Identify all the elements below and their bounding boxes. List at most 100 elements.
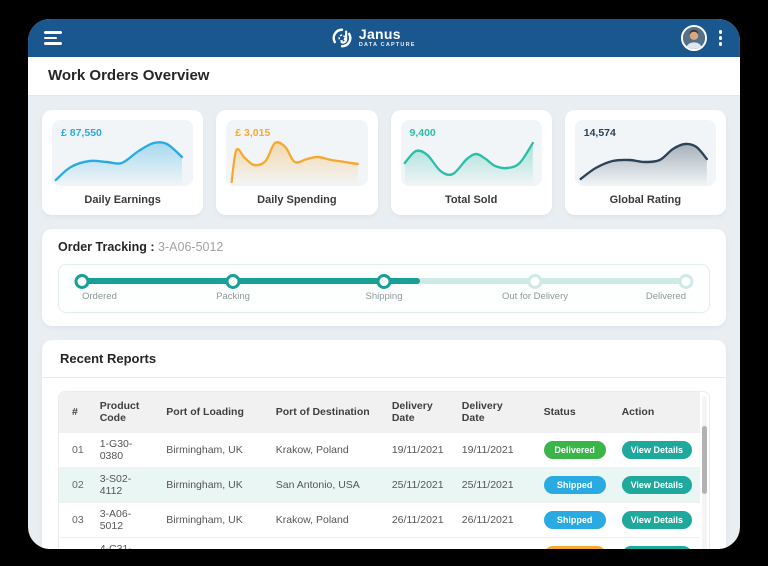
column-header: Product Code [91,392,159,433]
port-of-loading: Birmingham, UK [158,432,268,468]
column-header: Action [613,392,700,433]
view-details-button[interactable]: View Details [621,476,692,494]
port-of-destination: Krakow, Poland [267,432,384,468]
stat-card: 9,400 Total Sold [390,110,552,215]
stat-sparkline-panel: 9,400 [400,120,542,186]
column-header: Port of Loading [158,392,268,433]
row-number: 03 [59,502,92,538]
sparkline-chart [230,141,360,186]
view-details-button[interactable]: View Details [621,511,692,529]
column-header: Status [535,392,614,433]
stat-card: £ 3,015 Daily Spending [216,110,378,215]
step-dot-delivered [678,273,694,289]
stats-row: £ 87,550 Daily Earnings £ 3,015 Daily Sp… [42,110,726,215]
page-header: Work Orders Overview [28,57,740,96]
port-of-destination: Krakow, Poland [267,502,384,538]
port-of-loading: Birmingham, UK [158,537,268,549]
step-label: Delivered [645,291,686,302]
avatar-photo [682,27,705,49]
progress-track: Ordered Packing Shipping Out for Delivery De… [74,273,694,302]
stat-value: 14,574 [583,127,616,139]
hamburger-menu-icon[interactable] [44,31,66,45]
stat-label: Daily Earnings [84,194,161,206]
step-dot-ordered [74,273,90,289]
product-code: 3-A06-5012 [91,502,159,538]
order-tracking-code: 3-A06-5012 [158,240,224,254]
port-of-destination: San Antonio, USA [267,467,384,503]
column-header: Delivery Date [383,392,454,433]
order-tracking-title: Order Tracking : [58,240,155,254]
stat-sparkline-panel: 14,574 [574,120,716,186]
delivery-date-1: 25/11/2021 [383,467,454,503]
stat-value: £ 87,550 [61,127,102,139]
row-number: 02 [59,467,92,503]
port-of-loading: Birmingham, UK [158,467,268,503]
janus-logo-icon [332,28,352,48]
order-tracking-card: Order Tracking : 3-A06-5012 Ordered Packi… [42,229,726,326]
delivery-date-2: 01/12/2021 [453,537,536,549]
brand-logo: Janus DATA CAPTURE [331,27,416,49]
table-row: 03 3-A06-5012 Birmingham, UK Krakow, Poland… [59,502,700,538]
step-dot-packing [225,273,241,289]
row-number: 01 [59,432,92,468]
stat-value: £ 3,015 [235,127,271,139]
more-options-icon[interactable] [717,28,725,48]
row-number: 04 [59,537,92,549]
step-label: Ordered [82,291,117,302]
product-code: 1-G30-0380 [91,432,159,468]
view-details-button[interactable]: View Details [621,441,692,459]
status-badge: Shipped [543,476,606,494]
recent-reports-card: Recent Reports # Product Code Port of Load… [42,340,726,549]
delivery-date-2: 19/11/2021 [453,432,536,468]
page-title: Work Orders Overview [48,67,210,84]
step-label: Shipping [365,291,403,302]
delivery-date-1: 01/12/2021 [383,537,454,549]
status-badge: Pending [543,546,606,549]
product-code: 4-C31-1362 [91,537,159,549]
brand-name: Janus [358,26,401,43]
step-label: Out for Delivery [502,291,568,302]
user-avatar[interactable] [680,25,707,51]
stat-sparkline-panel: £ 87,550 [52,120,194,186]
reports-table: # Product Code Port of Loading Port of Dest… [59,392,700,549]
delivery-date-2: 25/11/2021 [453,467,536,503]
product-code: 3-S02-4112 [91,467,159,503]
delivery-date-1: 26/11/2021 [383,502,454,538]
top-navbar: Janus DATA CAPTURE [28,19,740,57]
step-label: Packing [216,291,250,302]
delivery-date-1: 19/11/2021 [383,432,454,468]
table-scrollbar-thumb[interactable] [702,426,707,494]
stat-value: 9,400 [409,127,436,139]
sparkline-chart [403,141,534,186]
status-badge: Delivered [543,441,606,459]
stat-card: 14,574 Global Rating [564,110,726,215]
column-header: Delivery Date [453,392,536,433]
sparkline-chart [54,140,184,186]
reports-table-container: # Product Code Port of Loading Port of Dest… [58,391,710,549]
port-of-loading: Birmingham, UK [158,502,268,538]
table-row: 02 3-S02-4112 Birmingham, UK San Antonio, U… [59,467,700,503]
order-tracking-stepper: Ordered Packing Shipping Out for Delivery De… [58,264,710,313]
table-row: 01 1-G30-0380 Birmingham, UK Krakow, Poland… [59,432,700,468]
stat-label: Total Sold [444,194,498,206]
delivery-date-2: 26/11/2021 [453,502,536,538]
stat-card: £ 87,550 Daily Earnings [42,110,204,215]
stat-label: Daily Spending [257,194,337,206]
stat-label: Global Rating [609,194,682,206]
column-header: Port of Destination [267,392,384,433]
step-dot-shipping [376,273,392,289]
step-dot-out-for-delivery [527,273,543,289]
view-details-button[interactable]: View Details [621,546,692,549]
progress-fill [82,278,421,284]
table-scrollbar-track [702,396,707,549]
status-badge: Shipped [543,511,606,529]
stat-sparkline-panel: £ 3,015 [226,120,368,186]
column-header: # [59,392,92,433]
sparkline-chart [579,142,708,186]
brand-subtitle: DATA CAPTURE [358,42,416,49]
recent-reports-title: Recent Reports [60,351,157,366]
port-of-destination: Krakow, Poland [267,537,384,549]
table-header-row: # Product Code Port of Loading Port of Dest… [59,392,700,433]
table-body: 01 1-G30-0380 Birmingham, UK Krakow, Poland… [59,432,700,549]
